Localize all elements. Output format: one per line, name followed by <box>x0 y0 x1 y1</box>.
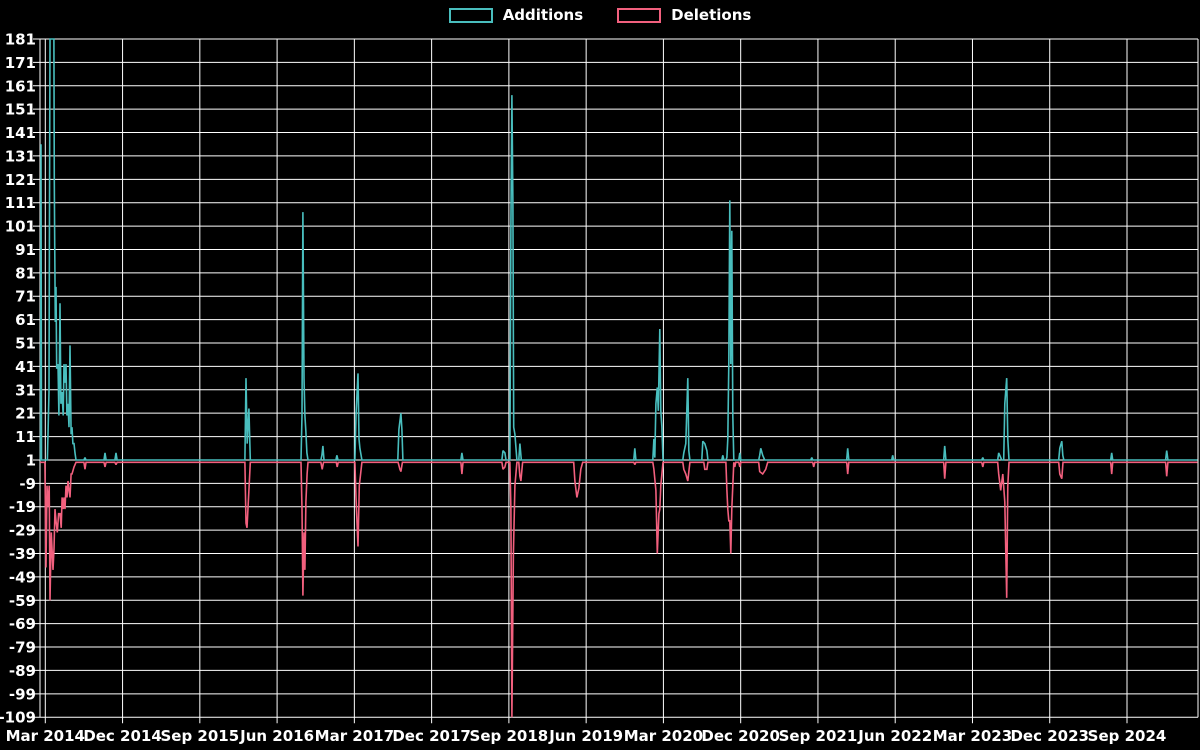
y-tick-label: 11 <box>15 428 36 446</box>
y-tick-label: -19 <box>9 498 36 516</box>
y-tick-label: -29 <box>9 522 36 540</box>
additions-swatch-icon <box>448 8 493 23</box>
legend-label-deletions: Deletions <box>671 6 752 24</box>
x-tick-label: Sep 2015 <box>160 727 239 745</box>
y-tick-label: 51 <box>15 335 36 353</box>
y-tick-label: 171 <box>5 54 36 72</box>
y-tick-label: 61 <box>15 311 36 329</box>
y-tick-label: -109 <box>0 709 36 727</box>
y-tick-label: 81 <box>15 264 36 282</box>
y-tick-label: -59 <box>9 592 36 610</box>
y-tick-label: 101 <box>5 218 36 236</box>
y-tick-label: -89 <box>9 662 36 680</box>
x-tick-label: Dec 2020 <box>701 727 780 745</box>
y-tick-label: 111 <box>5 194 36 212</box>
x-tick-label: Jun 2022 <box>857 727 932 745</box>
legend-item-additions[interactable]: Additions <box>448 6 584 24</box>
y-tick-label: -79 <box>9 639 36 657</box>
x-tick-label: Jun 2016 <box>239 727 314 745</box>
y-tick-label: 141 <box>5 124 36 142</box>
series-deletions <box>40 461 1198 718</box>
y-tick-label: 41 <box>15 358 36 376</box>
x-tick-label: Mar 2017 <box>315 727 394 745</box>
deletions-swatch-icon <box>617 8 662 23</box>
x-tick-label: Mar 2020 <box>624 727 703 745</box>
y-tick-label: 31 <box>15 381 36 399</box>
y-tick-label: 181 <box>5 31 36 49</box>
y-tick-label: 21 <box>15 405 36 423</box>
y-tick-label: 1 <box>26 451 36 469</box>
y-tick-label: -69 <box>9 615 36 633</box>
y-tick-label: -39 <box>9 545 36 563</box>
y-tick-label: 161 <box>5 77 36 95</box>
x-tick-label: Dec 2017 <box>392 727 471 745</box>
y-tick-label: 121 <box>5 171 36 189</box>
x-tick-label: Jun 2019 <box>548 727 623 745</box>
x-tick-label: Mar 2014 <box>6 727 85 745</box>
x-tick-label: Dec 2014 <box>83 727 162 745</box>
x-tick-label: Dec 2023 <box>1010 727 1089 745</box>
y-tick-label: 151 <box>5 101 36 119</box>
y-tick-label: -49 <box>9 568 36 586</box>
chart-legend: Additions Deletions <box>0 8 1200 23</box>
y-tick-label: 71 <box>15 288 36 306</box>
y-tick-label: -9 <box>19 475 36 493</box>
series-additions <box>39 38 1198 461</box>
y-tick-label: 91 <box>15 241 36 259</box>
legend-label-additions: Additions <box>502 6 584 24</box>
y-tick-label: 131 <box>5 147 36 165</box>
y-tick-label: -99 <box>9 685 36 703</box>
x-tick-label: Sep 2021 <box>779 727 858 745</box>
x-tick-label: Mar 2023 <box>933 727 1012 745</box>
x-tick-label: Sep 2024 <box>1088 727 1167 745</box>
legend-item-deletions[interactable]: Deletions <box>617 8 751 23</box>
x-tick-label: Sep 2018 <box>470 727 549 745</box>
